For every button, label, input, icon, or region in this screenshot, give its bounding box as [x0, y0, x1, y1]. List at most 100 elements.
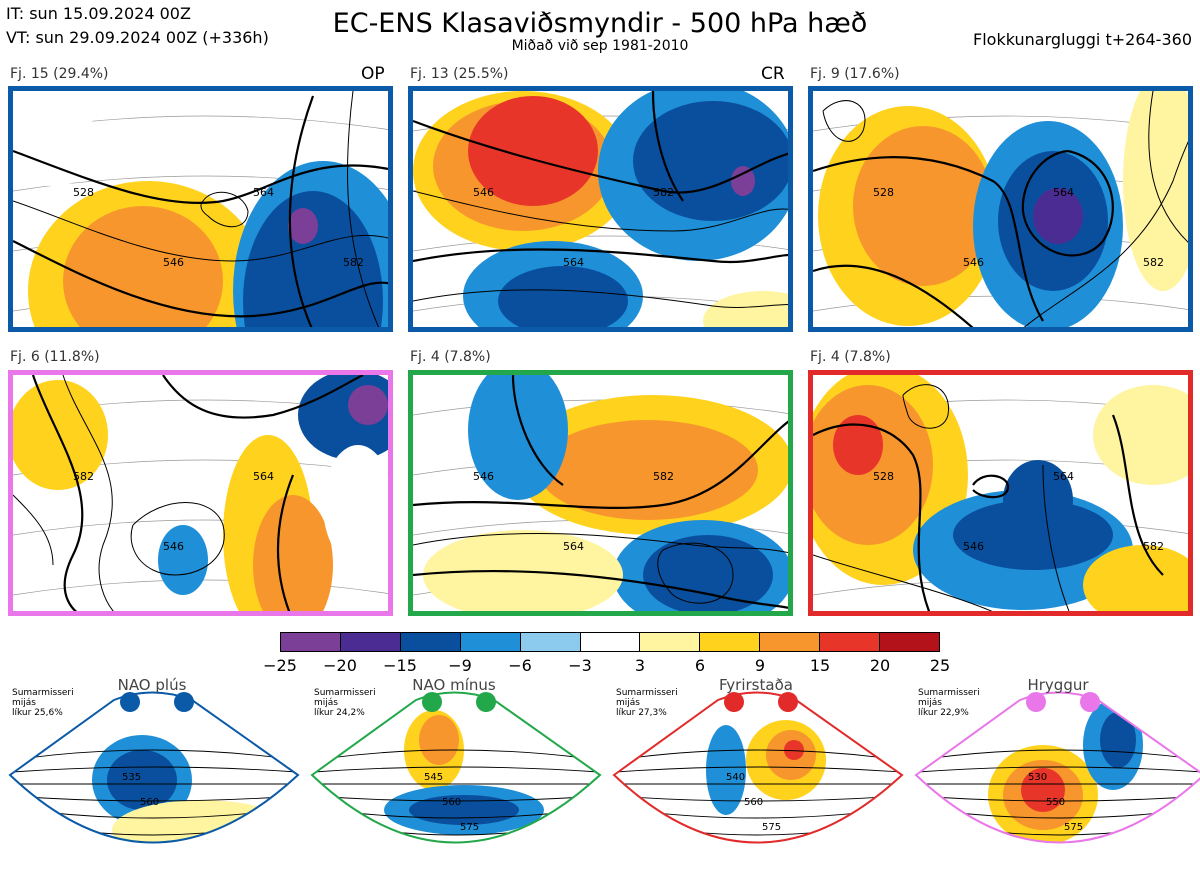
height-contour [413, 248, 788, 264]
colorbar-tick-label: −3 [568, 656, 592, 675]
anomaly-area [1033, 188, 1083, 244]
colorbar-segment [760, 633, 821, 651]
colorbar-segment [700, 633, 761, 651]
colorbar-tick-label: 20 [869, 656, 891, 675]
contour-label: 546 [473, 186, 494, 199]
height-contour [413, 119, 788, 194]
regime-marker-dot [120, 692, 140, 712]
contour-label: 530 [1028, 772, 1047, 783]
regime-note-line: líkur 24,2% [314, 708, 365, 718]
height-contour [511, 375, 564, 486]
anomaly-area [1100, 712, 1136, 768]
contour-label: 564 [253, 186, 274, 199]
regime-note-line: Sumarmisseri [616, 688, 678, 698]
regime-mini-map: 535 560 [8, 691, 300, 844]
anomaly-area [253, 495, 333, 611]
height-contour [822, 100, 866, 142]
height-contour [62, 375, 114, 611]
anomaly-area [643, 535, 773, 611]
panel-label: Fj. 9 (17.6%) [810, 66, 900, 82]
cluster-map-panel: 528 546 564 582 [808, 370, 1193, 616]
regime-note-line: Sumarmisseri [314, 688, 376, 698]
contour-label: 540 [726, 772, 745, 783]
height-contour [11, 766, 298, 773]
height-contour [11, 749, 298, 761]
regime-marker-dot [476, 692, 496, 712]
contour-label: 575 [1064, 822, 1083, 833]
height-contour [917, 749, 1200, 761]
valid-time: VT: sun 29.09.2024 00Z (+336h) [6, 28, 269, 47]
regime-note-line: mijás [616, 698, 640, 708]
height-contour [615, 766, 902, 773]
height-contour [413, 420, 788, 509]
height-contour [615, 819, 902, 836]
contour-label: 550 [1046, 797, 1065, 808]
anomaly-area [158, 525, 208, 595]
cluster-map-panel: 546 564 582 [408, 370, 793, 616]
contour-label: 582 [73, 470, 94, 483]
height-contour [813, 423, 931, 611]
anomaly-area [833, 415, 883, 475]
anomaly-map: 528 546 564 582 [813, 91, 1188, 327]
contour-label: 560 [442, 797, 461, 808]
anomaly-area [112, 800, 292, 843]
colorbar-segment [640, 633, 701, 651]
colorbar-segment [880, 633, 939, 651]
anomaly-area [419, 715, 459, 765]
height-contour [413, 532, 788, 554]
height-contour [615, 795, 902, 802]
colorbar [280, 632, 940, 652]
panel-tag: OP [361, 64, 385, 84]
contour-label: 528 [873, 186, 894, 199]
cluster-map-panel: 546 564 582 [408, 86, 793, 332]
anomaly-area [288, 208, 318, 244]
anomaly-map: 546 564 582 [413, 375, 788, 611]
contour-label: 545 [424, 772, 443, 783]
regime-frame [310, 691, 602, 844]
contour-label: 582 [343, 256, 364, 269]
contour-label: 546 [473, 470, 494, 483]
height-contour [657, 542, 734, 604]
colorbar-segment [820, 633, 881, 651]
anomaly-area [538, 420, 758, 520]
panel-label: Fj. 13 (25.5%) [410, 66, 509, 82]
anomaly-area [1123, 91, 1188, 291]
colorbar-tick-label: 15 [809, 656, 831, 675]
contour-label: 560 [744, 797, 763, 808]
contour-label: 528 [873, 470, 894, 483]
height-contour [413, 569, 788, 609]
anomaly-area [13, 380, 108, 490]
regime-note-line: líkur 25,6% [12, 708, 63, 718]
colorbar-segment [520, 633, 581, 651]
height-contour [813, 155, 1044, 322]
anomaly-area [1093, 385, 1188, 485]
colorbar-segment [340, 633, 401, 651]
anomaly-area [63, 206, 223, 327]
regime-note: Sumarmisseri mijás líkur 27,3% [616, 688, 678, 718]
colorbar-segment [460, 633, 521, 651]
height-contour [313, 749, 600, 761]
height-contour [902, 384, 949, 429]
regime-note-line: Sumarmisseri [12, 688, 74, 698]
anomaly-map: 546 564 582 [413, 91, 788, 327]
regime-marker-dot [422, 692, 442, 712]
colorbar-tick-label: −15 [383, 656, 417, 675]
panel-label: Fj. 15 (29.4%) [10, 66, 109, 82]
regime-note: Sumarmisseri mijás líkur 24,2% [314, 688, 376, 718]
init-time: IT: sun 15.09.2024 00Z [6, 4, 191, 23]
regime-frame [612, 691, 904, 844]
cluster-map-panel: 528 546 564 582 [808, 86, 1193, 332]
height-contour [313, 766, 600, 773]
contour-label: 582 [653, 186, 674, 199]
regime-name: Hryggur [1027, 676, 1089, 694]
graticule-line [13, 579, 388, 596]
height-contour [813, 554, 993, 611]
anomaly-area [1083, 545, 1188, 611]
anomaly-map: 528 546 564 582 [13, 91, 388, 327]
height-contour [346, 91, 380, 327]
anomaly-area [323, 445, 388, 565]
regime-note-line: líkur 27,3% [616, 708, 667, 718]
regime-mini-map: 540 560 575 [612, 691, 904, 844]
panel-label: Fj. 4 (7.8%) [810, 349, 891, 365]
height-contour [162, 375, 364, 419]
